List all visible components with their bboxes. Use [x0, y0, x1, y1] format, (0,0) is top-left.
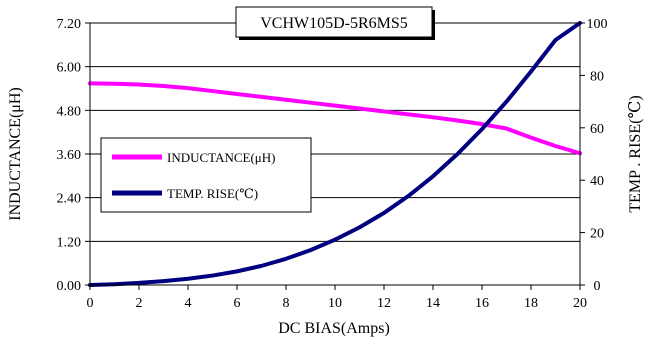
x-tick-label: 10: [328, 296, 342, 311]
x-tick-label: 8: [283, 296, 290, 311]
y-left-tick-label: 4.80: [57, 104, 82, 119]
y-right-tick-label: 20: [590, 227, 604, 242]
y-right-tick-label: 60: [590, 122, 604, 137]
title-box: VCHW105D-5R6MS5: [235, 6, 435, 40]
y-left-tick-label: 6.00: [57, 61, 82, 76]
legend-label-inductance: INDUCTANCE(μH): [167, 150, 275, 165]
series-line-temp-rise: [88, 21, 582, 287]
x-tick-label: 16: [475, 296, 489, 311]
y-left-tick-label: 2.40: [57, 192, 82, 207]
y-left-tick-label: 0.00: [57, 279, 82, 294]
y-left-tick-label: 1.20: [57, 235, 82, 250]
x-tick-label: 14: [426, 296, 440, 311]
y-right-tick-label: 100: [587, 17, 608, 32]
y-right-tick-label: 0: [594, 279, 601, 294]
y-right-tick-label: 40: [590, 174, 604, 189]
x-tick-label: 18: [524, 296, 538, 311]
title-frame: [235, 6, 433, 38]
y-axis-left-label: INDUCTANCE(μH): [7, 87, 24, 221]
y-left-tick-label: 7.20: [57, 17, 82, 32]
chart-title: VCHW105D-5R6MS5: [260, 15, 408, 32]
series-line-inductance: [88, 81, 582, 156]
x-tick-label: 0: [87, 296, 94, 311]
x-axis-label: DC BIAS(Amps): [278, 320, 390, 337]
x-tick-label: 6: [234, 296, 241, 311]
legend-frame: [100, 137, 312, 213]
y-axis-right-label: TEMP . RISE(℃): [627, 95, 644, 212]
axis-layer: 0.001.202.403.604.806.007.20020406080100…: [57, 17, 608, 311]
series-layer: [88, 21, 582, 287]
legend-label-temp-rise: TEMP. RISE(℃): [167, 186, 258, 201]
y-right-tick-label: 80: [590, 69, 604, 84]
x-tick-label: 20: [573, 296, 587, 311]
legend: INDUCTANCE(μH) TEMP. RISE(℃): [100, 137, 312, 213]
x-tick-label: 2: [136, 296, 143, 311]
x-tick-label: 4: [185, 296, 192, 311]
x-tick-label: 12: [377, 296, 391, 311]
y-left-tick-label: 3.60: [57, 148, 82, 163]
